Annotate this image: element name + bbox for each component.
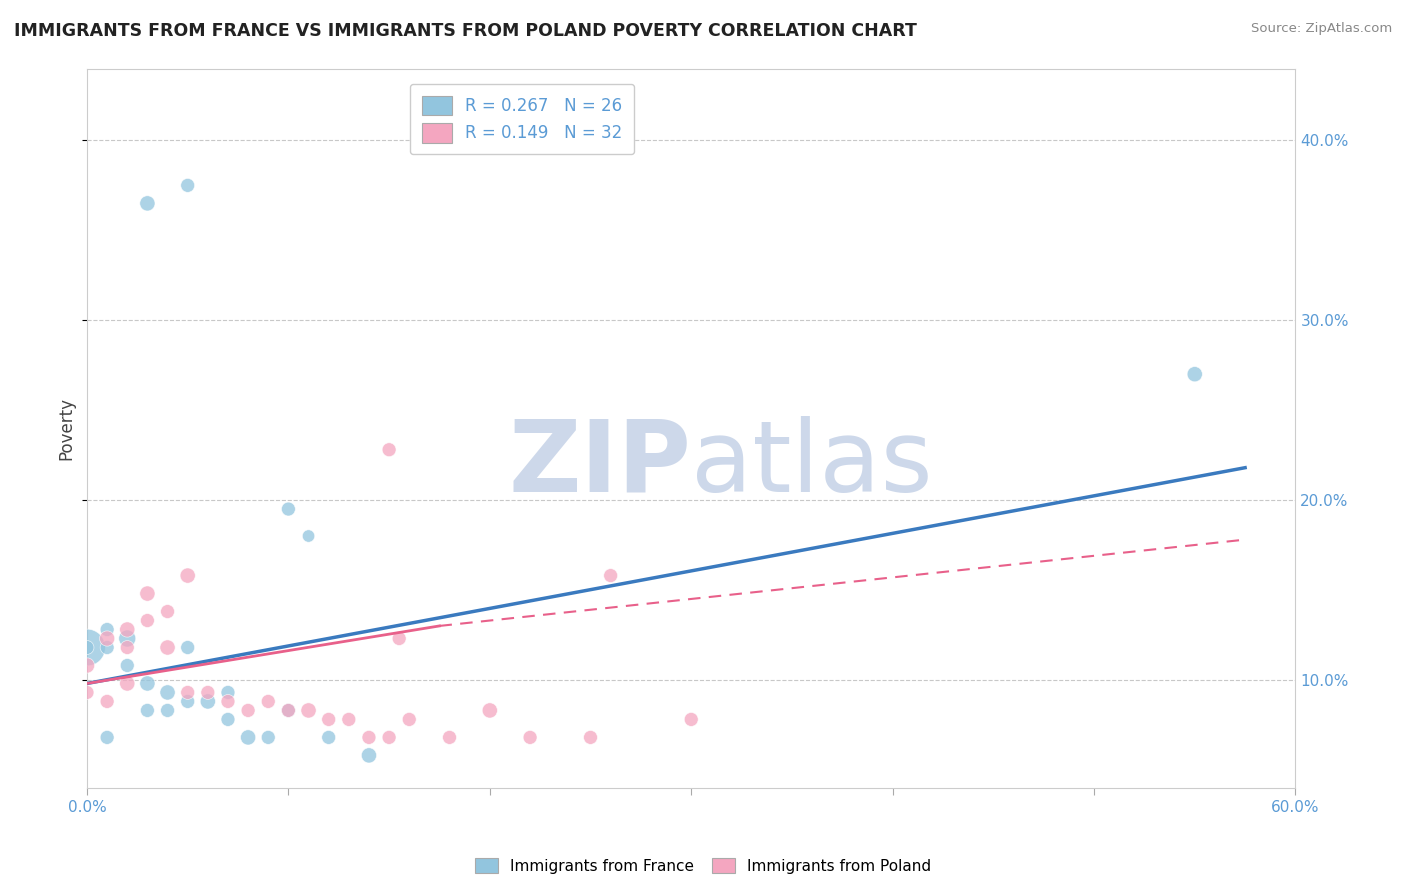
Point [277,703,299,717]
Point [117,632,139,646]
Point [96,640,118,655]
Point [357,748,380,763]
Point [337,713,360,727]
Point [117,623,139,637]
Point [197,694,219,708]
Point [388,632,411,646]
Point [96,632,118,646]
Point [76,640,98,655]
Point [681,713,703,727]
Point [439,731,461,745]
Point [236,731,259,745]
Point [357,731,380,745]
Point [277,502,299,516]
Point [519,731,541,745]
Point [76,685,98,699]
Point [136,703,159,717]
Point [117,676,139,690]
Point [217,685,239,699]
Point [156,640,179,655]
Point [136,196,159,211]
Point [217,694,239,708]
Point [76,640,98,655]
Point [156,605,179,619]
Point [1184,368,1206,382]
Point [599,568,621,582]
Point [117,658,139,673]
Point [176,178,198,193]
Point [318,731,340,745]
Legend: Immigrants from France, Immigrants from Poland: Immigrants from France, Immigrants from … [468,852,938,880]
Point [96,694,118,708]
Point [579,731,602,745]
Point [277,703,299,717]
Point [398,713,420,727]
Point [378,442,401,457]
Point [217,713,239,727]
Point [257,731,280,745]
Point [297,703,319,717]
Text: Source: ZipAtlas.com: Source: ZipAtlas.com [1251,22,1392,36]
Point [176,685,198,699]
Point [136,676,159,690]
Point [176,568,198,582]
Point [478,703,501,717]
Point [136,614,159,628]
Text: ZIP: ZIP [509,416,692,513]
Point [96,623,118,637]
Point [257,694,280,708]
Point [236,703,259,717]
Text: IMMIGRANTS FROM FRANCE VS IMMIGRANTS FROM POLAND POVERTY CORRELATION CHART: IMMIGRANTS FROM FRANCE VS IMMIGRANTS FRO… [14,22,917,40]
Point [378,731,401,745]
Point [156,703,179,717]
Point [156,685,179,699]
Point [117,640,139,655]
Y-axis label: Poverty: Poverty [58,397,75,459]
Point [297,529,319,543]
Point [96,731,118,745]
Text: atlas: atlas [692,416,932,513]
Legend: R = 0.267   N = 26, R = 0.149   N = 32: R = 0.267 N = 26, R = 0.149 N = 32 [411,84,634,154]
Point [176,694,198,708]
Point [76,658,98,673]
Point [176,640,198,655]
Point [197,685,219,699]
Point [136,586,159,600]
Point [318,713,340,727]
